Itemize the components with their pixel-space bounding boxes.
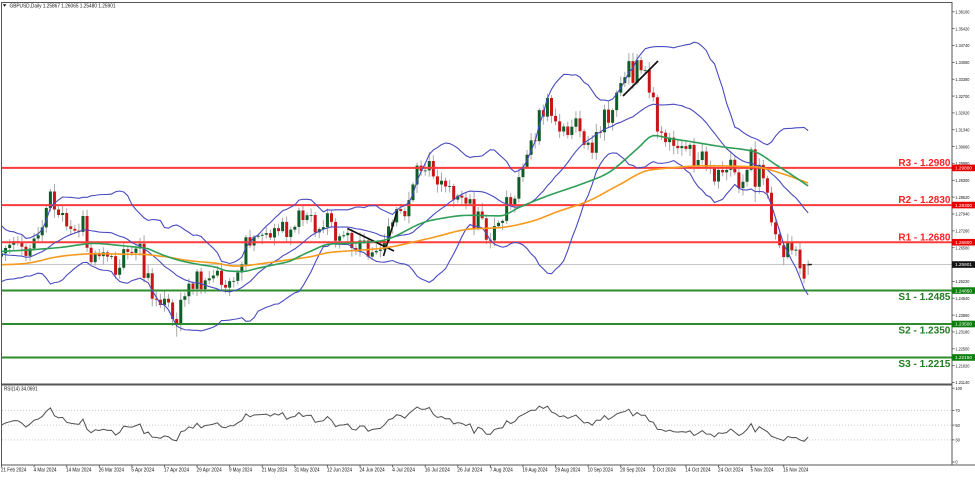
svg-text:21 May 2024: 21 May 2024: [262, 467, 287, 473]
svg-text:1.36100: 1.36100: [955, 10, 969, 16]
svg-text:26 Jul 2024: 26 Jul 2024: [457, 467, 482, 473]
svg-text:70: 70: [955, 408, 960, 414]
svg-text:R1 - 1.2680: R1 - 1.2680: [898, 232, 950, 243]
svg-text:31 May 2024: 31 May 2024: [294, 467, 319, 473]
svg-text:50: 50: [955, 423, 960, 429]
svg-text:RSI(14) 34.0691: RSI(14) 34.0691: [4, 387, 38, 393]
svg-text:21 Feb 2024: 21 Feb 2024: [1, 467, 26, 473]
svg-text:R2 - 1.2830: R2 - 1.2830: [898, 195, 950, 206]
svg-text:1.24850: 1.24850: [955, 288, 972, 294]
svg-text:1.35420: 1.35420: [955, 26, 969, 32]
svg-text:26 Mar 2024: 26 Mar 2024: [99, 467, 124, 473]
svg-text:1.25901: 1.25901: [955, 262, 972, 268]
svg-text:1.25220: 1.25220: [955, 279, 969, 285]
svg-text:GBPUSD,Daily 1.25867 1.26065 1: GBPUSD,Daily 1.25867 1.26065 1.25480 1.2…: [10, 4, 116, 10]
svg-text:1.28300: 1.28300: [955, 203, 972, 209]
svg-text:9 May 2024: 9 May 2024: [229, 467, 252, 473]
svg-text:R3 - 1.2980: R3 - 1.2980: [898, 158, 950, 169]
svg-text:1.34740: 1.34740: [955, 43, 969, 49]
svg-text:29 Aug 2024: 29 Aug 2024: [555, 467, 580, 473]
svg-text:15 Nov 2024: 15 Nov 2024: [783, 467, 808, 473]
svg-text:29 Apr 2024: 29 Apr 2024: [197, 467, 222, 473]
svg-text:1.26580: 1.26580: [955, 245, 969, 251]
svg-text:1.27260: 1.27260: [955, 229, 969, 235]
svg-text:14 Oct 2024: 14 Oct 2024: [685, 467, 710, 473]
svg-text:24 Oct 2024: 24 Oct 2024: [718, 467, 743, 473]
svg-text:S1 - 1.2485: S1 - 1.2485: [898, 292, 950, 303]
svg-text:1.29800: 1.29800: [955, 166, 972, 172]
svg-text:1.21140: 1.21140: [955, 380, 969, 386]
svg-text:S3 - 1.2215: S3 - 1.2215: [898, 359, 950, 370]
svg-text:1.32020: 1.32020: [955, 111, 969, 117]
svg-text:1.30660: 1.30660: [955, 144, 969, 150]
svg-text:2 Oct 2024: 2 Oct 2024: [653, 467, 676, 473]
svg-text:1.31340: 1.31340: [955, 127, 969, 133]
svg-text:1.24540: 1.24540: [955, 296, 969, 302]
svg-text:30: 30: [955, 438, 960, 444]
svg-text:1.23180: 1.23180: [955, 330, 969, 336]
svg-text:1.26800: 1.26800: [955, 240, 972, 246]
svg-text:1.22150: 1.22150: [955, 355, 972, 361]
svg-text:14 Mar 2024: 14 Mar 2024: [66, 467, 91, 473]
svg-text:17 Apr 2024: 17 Apr 2024: [164, 467, 189, 473]
svg-text:16 Jul 2024: 16 Jul 2024: [425, 467, 450, 473]
svg-text:24 Jun 2024: 24 Jun 2024: [360, 467, 385, 473]
svg-text:5 Nov 2024: 5 Nov 2024: [751, 467, 774, 473]
svg-text:19 Aug 2024: 19 Aug 2024: [522, 467, 547, 473]
svg-text:1.29980: 1.29980: [955, 161, 969, 167]
svg-text:1.22500: 1.22500: [955, 347, 969, 353]
svg-text:10 Sep 2024: 10 Sep 2024: [588, 467, 613, 473]
svg-text:1.23860: 1.23860: [955, 313, 969, 319]
svg-text:12 Jun 2024: 12 Jun 2024: [327, 467, 352, 473]
svg-text:7 Aug 2024: 7 Aug 2024: [490, 467, 513, 473]
svg-text:20 Sep 2024: 20 Sep 2024: [620, 467, 645, 473]
svg-text:1.29300: 1.29300: [955, 178, 969, 184]
svg-text:1.28620: 1.28620: [955, 195, 969, 201]
svg-text:5 Apr 2024: 5 Apr 2024: [131, 467, 154, 473]
svg-text:1.32700: 1.32700: [955, 94, 969, 100]
svg-text:4 Mar 2024: 4 Mar 2024: [34, 467, 57, 473]
svg-text:1.21820: 1.21820: [955, 363, 969, 369]
svg-text:1.34060: 1.34060: [955, 60, 969, 66]
svg-text:1.23500: 1.23500: [955, 322, 972, 328]
svg-text:S2 - 1.2350: S2 - 1.2350: [898, 325, 950, 336]
svg-text:0: 0: [955, 460, 957, 466]
svg-text:100: 100: [955, 386, 962, 392]
svg-text:4 Jul 2024: 4 Jul 2024: [392, 467, 415, 473]
svg-text:1.33380: 1.33380: [955, 77, 969, 83]
svg-text:1.27940: 1.27940: [955, 212, 969, 218]
